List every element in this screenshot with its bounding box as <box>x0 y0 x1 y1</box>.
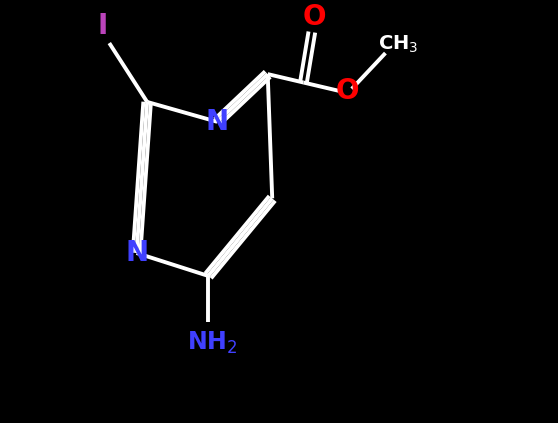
Text: O: O <box>302 3 326 31</box>
Text: CH$_3$: CH$_3$ <box>378 34 418 55</box>
Text: I: I <box>98 12 108 40</box>
Text: N: N <box>125 239 148 267</box>
Text: N: N <box>206 108 229 136</box>
Text: O: O <box>336 77 359 105</box>
Text: NH$_2$: NH$_2$ <box>187 330 237 356</box>
